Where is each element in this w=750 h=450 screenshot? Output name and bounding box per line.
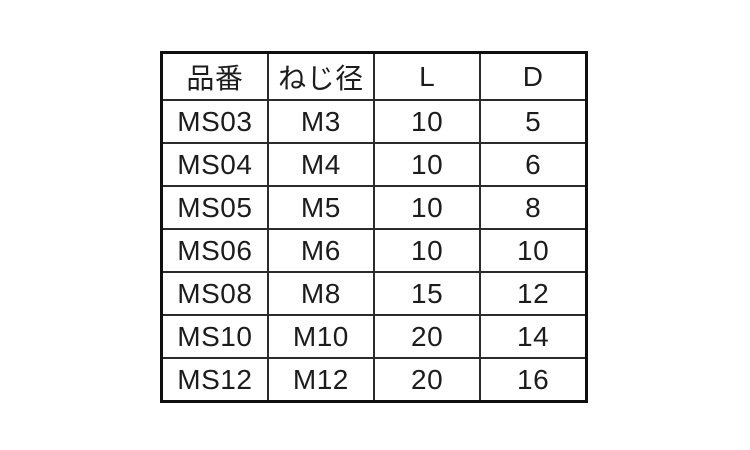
- spec-table-body: MS03 M3 10 5 MS04 M4 10 6 MS05 M5 10 8 M…: [160, 99, 588, 403]
- table-cell: M3: [266, 99, 376, 144]
- table-cell: 10: [372, 228, 482, 273]
- table-cell: MS12: [160, 357, 269, 403]
- column-header-part-number: 品番: [160, 51, 269, 101]
- table-cell: 20: [372, 314, 482, 359]
- table-cell: MS10: [160, 314, 269, 359]
- table-row: MS10 M10 20 14: [160, 314, 588, 359]
- table-cell: M5: [266, 185, 376, 230]
- table-cell: 6: [479, 142, 588, 187]
- table-cell: 16: [479, 357, 588, 403]
- table-cell: 20: [372, 357, 482, 403]
- table-row: MS06 M6 10 10: [160, 228, 588, 273]
- table-cell: 10: [372, 185, 482, 230]
- spec-table-header: 品番 ねじ径 L D: [160, 51, 588, 101]
- table-cell: 8: [479, 185, 588, 230]
- table-cell: M6: [266, 228, 376, 273]
- table-cell: 5: [479, 99, 588, 144]
- table-cell: MS04: [160, 142, 269, 187]
- table-cell: MS08: [160, 271, 269, 316]
- column-header-diameter: D: [479, 51, 588, 101]
- table-row: MS05 M5 10 8: [160, 185, 588, 230]
- table-cell: M8: [266, 271, 376, 316]
- table-row: MS08 M8 15 12: [160, 271, 588, 316]
- spec-table: 品番 ねじ径 L D MS03 M3 10 5 MS04 M4 10 6 MS0…: [160, 51, 588, 403]
- column-header-screw-diameter: ねじ径: [266, 51, 376, 101]
- table-cell: 10: [372, 99, 482, 144]
- table-cell: 12: [479, 271, 588, 316]
- column-header-length: L: [372, 51, 482, 101]
- table-row: MS03 M3 10 5: [160, 99, 588, 144]
- table-cell: 10: [372, 142, 482, 187]
- table-cell: MS06: [160, 228, 269, 273]
- header-row: 品番 ねじ径 L D: [160, 51, 588, 101]
- table-row: MS12 M12 20 16: [160, 357, 588, 403]
- table-row: MS04 M4 10 6: [160, 142, 588, 187]
- table-cell: MS03: [160, 99, 269, 144]
- table-cell: 15: [372, 271, 482, 316]
- table-cell: M10: [266, 314, 376, 359]
- table-cell: MS05: [160, 185, 269, 230]
- table-cell: 14: [479, 314, 588, 359]
- table-cell: 10: [479, 228, 588, 273]
- table-cell: M12: [266, 357, 376, 403]
- table-cell: M4: [266, 142, 376, 187]
